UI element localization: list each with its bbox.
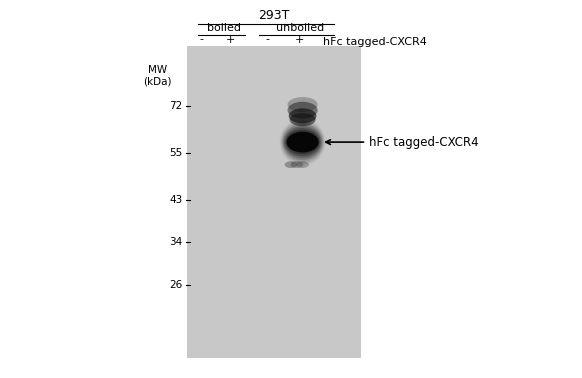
Ellipse shape bbox=[290, 161, 303, 168]
Ellipse shape bbox=[288, 97, 318, 112]
Text: +: + bbox=[295, 34, 304, 45]
Text: -: - bbox=[199, 34, 203, 45]
Text: 34: 34 bbox=[169, 237, 183, 246]
Text: 43: 43 bbox=[169, 195, 183, 205]
Ellipse shape bbox=[287, 132, 318, 152]
Text: +: + bbox=[225, 34, 235, 45]
Ellipse shape bbox=[290, 113, 315, 126]
Text: 55: 55 bbox=[169, 148, 183, 158]
Ellipse shape bbox=[289, 108, 317, 123]
Ellipse shape bbox=[285, 128, 321, 156]
Text: hFc tagged-CXCR4: hFc tagged-CXCR4 bbox=[323, 37, 427, 47]
Ellipse shape bbox=[296, 161, 309, 168]
Ellipse shape bbox=[285, 161, 297, 168]
Text: -: - bbox=[266, 34, 270, 45]
Text: hFc tagged-CXCR4: hFc tagged-CXCR4 bbox=[326, 136, 479, 149]
Text: 72: 72 bbox=[169, 101, 183, 112]
Ellipse shape bbox=[283, 126, 321, 158]
Ellipse shape bbox=[282, 122, 324, 162]
Text: 26: 26 bbox=[169, 280, 183, 290]
FancyBboxPatch shape bbox=[187, 46, 360, 358]
Text: boiled: boiled bbox=[207, 23, 242, 33]
Ellipse shape bbox=[281, 120, 325, 164]
Ellipse shape bbox=[287, 132, 318, 152]
Text: 293T: 293T bbox=[258, 9, 289, 22]
Ellipse shape bbox=[283, 124, 322, 160]
Text: MW
(kDa): MW (kDa) bbox=[144, 65, 172, 87]
Ellipse shape bbox=[288, 102, 318, 119]
Ellipse shape bbox=[286, 130, 320, 154]
Text: unboiled: unboiled bbox=[275, 23, 324, 33]
